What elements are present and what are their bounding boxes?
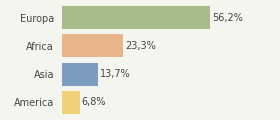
Bar [62, 6, 210, 29]
Text: 13,7%: 13,7% [100, 69, 130, 79]
Text: 6,8%: 6,8% [81, 97, 106, 107]
Text: 56,2%: 56,2% [212, 13, 243, 23]
Bar [62, 91, 80, 114]
Bar [62, 63, 98, 86]
Bar [62, 34, 123, 57]
Text: 23,3%: 23,3% [125, 41, 156, 51]
